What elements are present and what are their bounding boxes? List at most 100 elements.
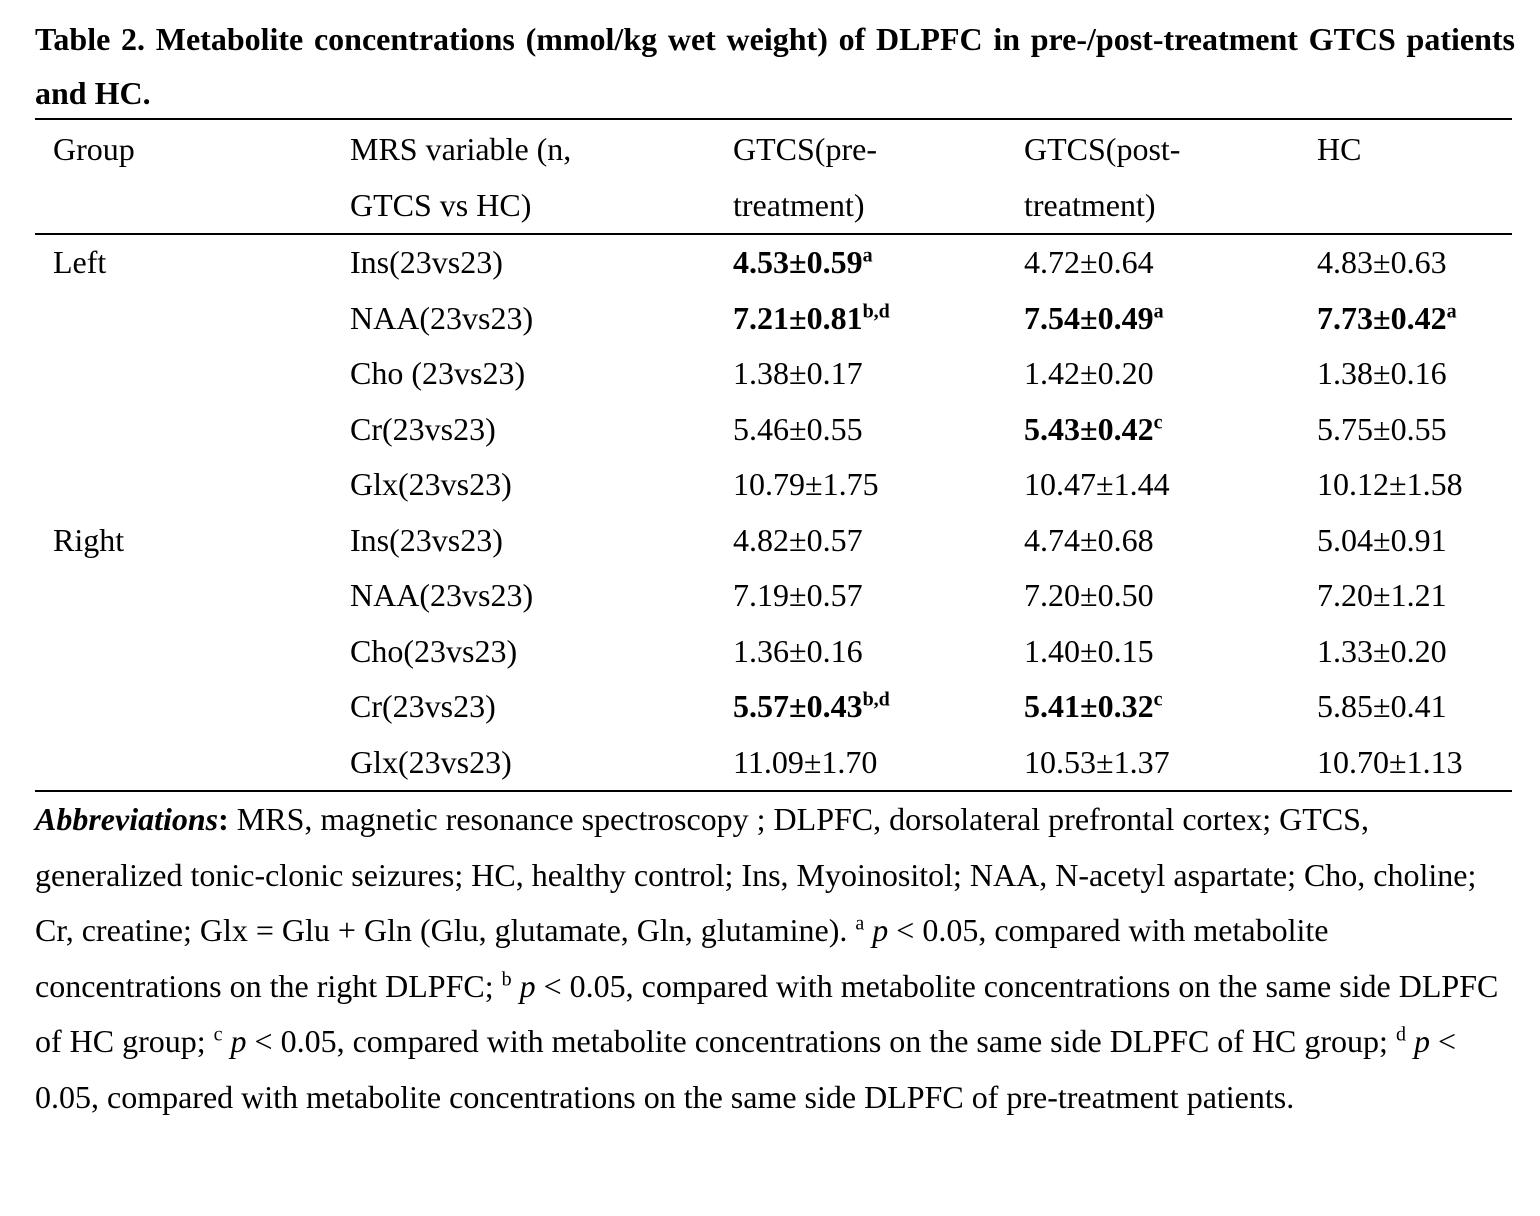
value-cell: 5.75±0.55 — [1317, 402, 1512, 458]
value-cell: 7.20±0.50 — [1024, 568, 1317, 624]
significance-mark: b,d — [862, 299, 890, 322]
group-cell — [35, 402, 350, 458]
header-cell: GTCS(pre-treatment) — [733, 119, 1024, 234]
value-cell: 10.47±1.44 — [1024, 457, 1317, 513]
value-cell: 5.57±0.43b,d — [733, 679, 1024, 735]
value-text: 5.41±0.32 — [1024, 688, 1154, 724]
value-cell: 4.82±0.57 — [733, 513, 1024, 569]
table-row: Cr(23vs23) 5.57±0.43b,d 5.41±0.32c 5.85±0.4… — [35, 679, 1512, 735]
value-text: 4.53±0.59 — [733, 244, 863, 280]
group-cell: Right — [35, 513, 350, 569]
value-text: 5.75±0.55 — [1317, 410, 1447, 447]
value-cell: 1.38±0.16 — [1317, 346, 1512, 402]
header-cell: Group — [35, 119, 350, 234]
group-label: Right — [53, 521, 125, 558]
value-cell: 7.73±0.42a — [1317, 291, 1512, 347]
footnote-text: < 0.05, compared with metabolite concent… — [35, 912, 1329, 1004]
value-text: 10.12±1.58 — [1317, 466, 1463, 502]
header-text: MRS variable (n, GTCS vs HC) — [350, 131, 572, 223]
significance-mark: c — [1153, 688, 1163, 711]
value-text: 4.82±0.57 — [733, 521, 863, 558]
value-cell: 5.85±0.41 — [1317, 679, 1512, 735]
table-header: Group MRS variable (n, GTCS vs HC) GTCS(pr… — [35, 119, 1512, 234]
variable-cell: NAA(23vs23) — [350, 291, 733, 347]
data-table: Group MRS variable (n, GTCS vs HC) GTCS(pr… — [35, 118, 1512, 792]
group-cell — [35, 735, 350, 792]
value-text: 5.46±0.55 — [733, 410, 863, 447]
group-cell — [35, 624, 350, 680]
value-text: 10.47±1.44 — [1024, 466, 1170, 502]
group-cell: Left — [35, 234, 350, 291]
footnote-text: < 0.05, compared with metabolite concent… — [35, 967, 1499, 1060]
value-cell: 1.36±0.16 — [733, 624, 1024, 680]
header-text: GTCS(post-treatment) — [1024, 131, 1181, 223]
header-text: GTCS(pre-treatment) — [733, 131, 877, 223]
footnote-text: p — [864, 912, 889, 948]
variable-cell: Cho (23vs23) — [350, 346, 733, 402]
value-cell: 5.43±0.42c — [1024, 402, 1317, 458]
value-text: 5.04±0.91 — [1317, 521, 1447, 558]
footnote-text: < 0.05, compared with metabolite concent… — [35, 1023, 1456, 1115]
variable-label: Cho (23vs23) — [350, 355, 526, 391]
footnote-text: Abbreviations — [35, 801, 219, 837]
significance-mark: a — [862, 244, 873, 267]
value-text: 7.20±1.21 — [1317, 577, 1447, 613]
value-text: 4.72±0.64 — [1024, 244, 1154, 280]
variable-cell: Ins(23vs23) — [350, 513, 733, 569]
group-label: Left — [53, 244, 107, 280]
value-cell: 4.74±0.68 — [1024, 513, 1317, 569]
value-text: 4.83±0.63 — [1317, 244, 1447, 280]
variable-cell: Ins(23vs23) — [350, 234, 733, 291]
value-cell: 10.53±1.37 — [1024, 735, 1317, 792]
header-row: Group MRS variable (n, GTCS vs HC) GTCS(pr… — [35, 119, 1512, 234]
footnote-text: c — [213, 1023, 223, 1046]
variable-cell: Cr(23vs23) — [350, 679, 733, 735]
header-cell: GTCS(post-treatment) — [1024, 119, 1317, 234]
footnote-text: < 0.05, compared with metabolite concent… — [246, 1023, 1396, 1059]
variable-cell: Glx(23vs23) — [350, 735, 733, 792]
header-text: HC — [1317, 131, 1362, 167]
value-cell: 4.72±0.64 — [1024, 234, 1317, 291]
table-row: NAA(23vs23) 7.21±0.81b,d 7.54±0.49a 7.73±0.… — [35, 291, 1512, 347]
variable-cell: Cho(23vs23) — [350, 624, 733, 680]
value-text: 1.38±0.17 — [733, 355, 863, 391]
value-text: 1.40±0.15 — [1024, 632, 1154, 669]
variable-label: Cr(23vs23) — [350, 688, 496, 724]
value-cell: 11.09±1.70 — [733, 735, 1024, 792]
value-cell: 5.04±0.91 — [1317, 513, 1512, 569]
table-row: Cr(23vs23) 5.46±0.55 5.43±0.42c 5.75±0.55 — [35, 402, 1512, 458]
table-body: Left Ins(23vs23) 4.53±0.59a 4.72±0.64 4.83±0… — [35, 234, 1512, 791]
group-cell — [35, 457, 350, 513]
value-text: 7.73±0.42 — [1317, 299, 1447, 336]
footnote-text: d — [1395, 1023, 1406, 1046]
footnote-text: p — [222, 1023, 247, 1059]
footnote-text: b — [501, 967, 512, 990]
value-cell: 1.40±0.15 — [1024, 624, 1317, 680]
value-text: 1.36±0.16 — [733, 632, 863, 669]
value-text: 7.20±0.50 — [1024, 577, 1154, 613]
variable-label: Glx(23vs23) — [350, 743, 512, 780]
variable-label: Cr(23vs23) — [350, 410, 496, 447]
value-cell: 1.38±0.17 — [733, 346, 1024, 402]
value-cell: 4.53±0.59a — [733, 234, 1024, 291]
value-cell: 1.33±0.20 — [1317, 624, 1512, 680]
footnote-text: p — [1405, 1023, 1430, 1059]
value-text: 4.74±0.68 — [1024, 521, 1154, 558]
value-cell: 1.42±0.20 — [1024, 346, 1317, 402]
variable-label: NAA(23vs23) — [350, 577, 534, 613]
value-cell: 7.54±0.49a — [1024, 291, 1317, 347]
value-text: 7.21±0.81 — [733, 299, 863, 336]
variable-label: Ins(23vs23) — [350, 244, 503, 280]
variable-label: NAA(23vs23) — [350, 299, 534, 336]
value-text: 1.33±0.20 — [1317, 632, 1447, 669]
value-text: 7.19±0.57 — [733, 577, 863, 613]
value-cell: 5.46±0.55 — [733, 402, 1024, 458]
group-cell — [35, 346, 350, 402]
value-text: 5.43±0.42 — [1024, 410, 1154, 447]
footnote: Abbreviations: MRS, magnetic resonance s… — [35, 792, 1510, 1125]
table-row: Glx(23vs23) 11.09±1.70 10.53±1.37 10.70±1.1… — [35, 735, 1512, 792]
variable-cell: Cr(23vs23) — [350, 402, 733, 458]
value-cell: 10.12±1.58 — [1317, 457, 1512, 513]
group-cell — [35, 679, 350, 735]
